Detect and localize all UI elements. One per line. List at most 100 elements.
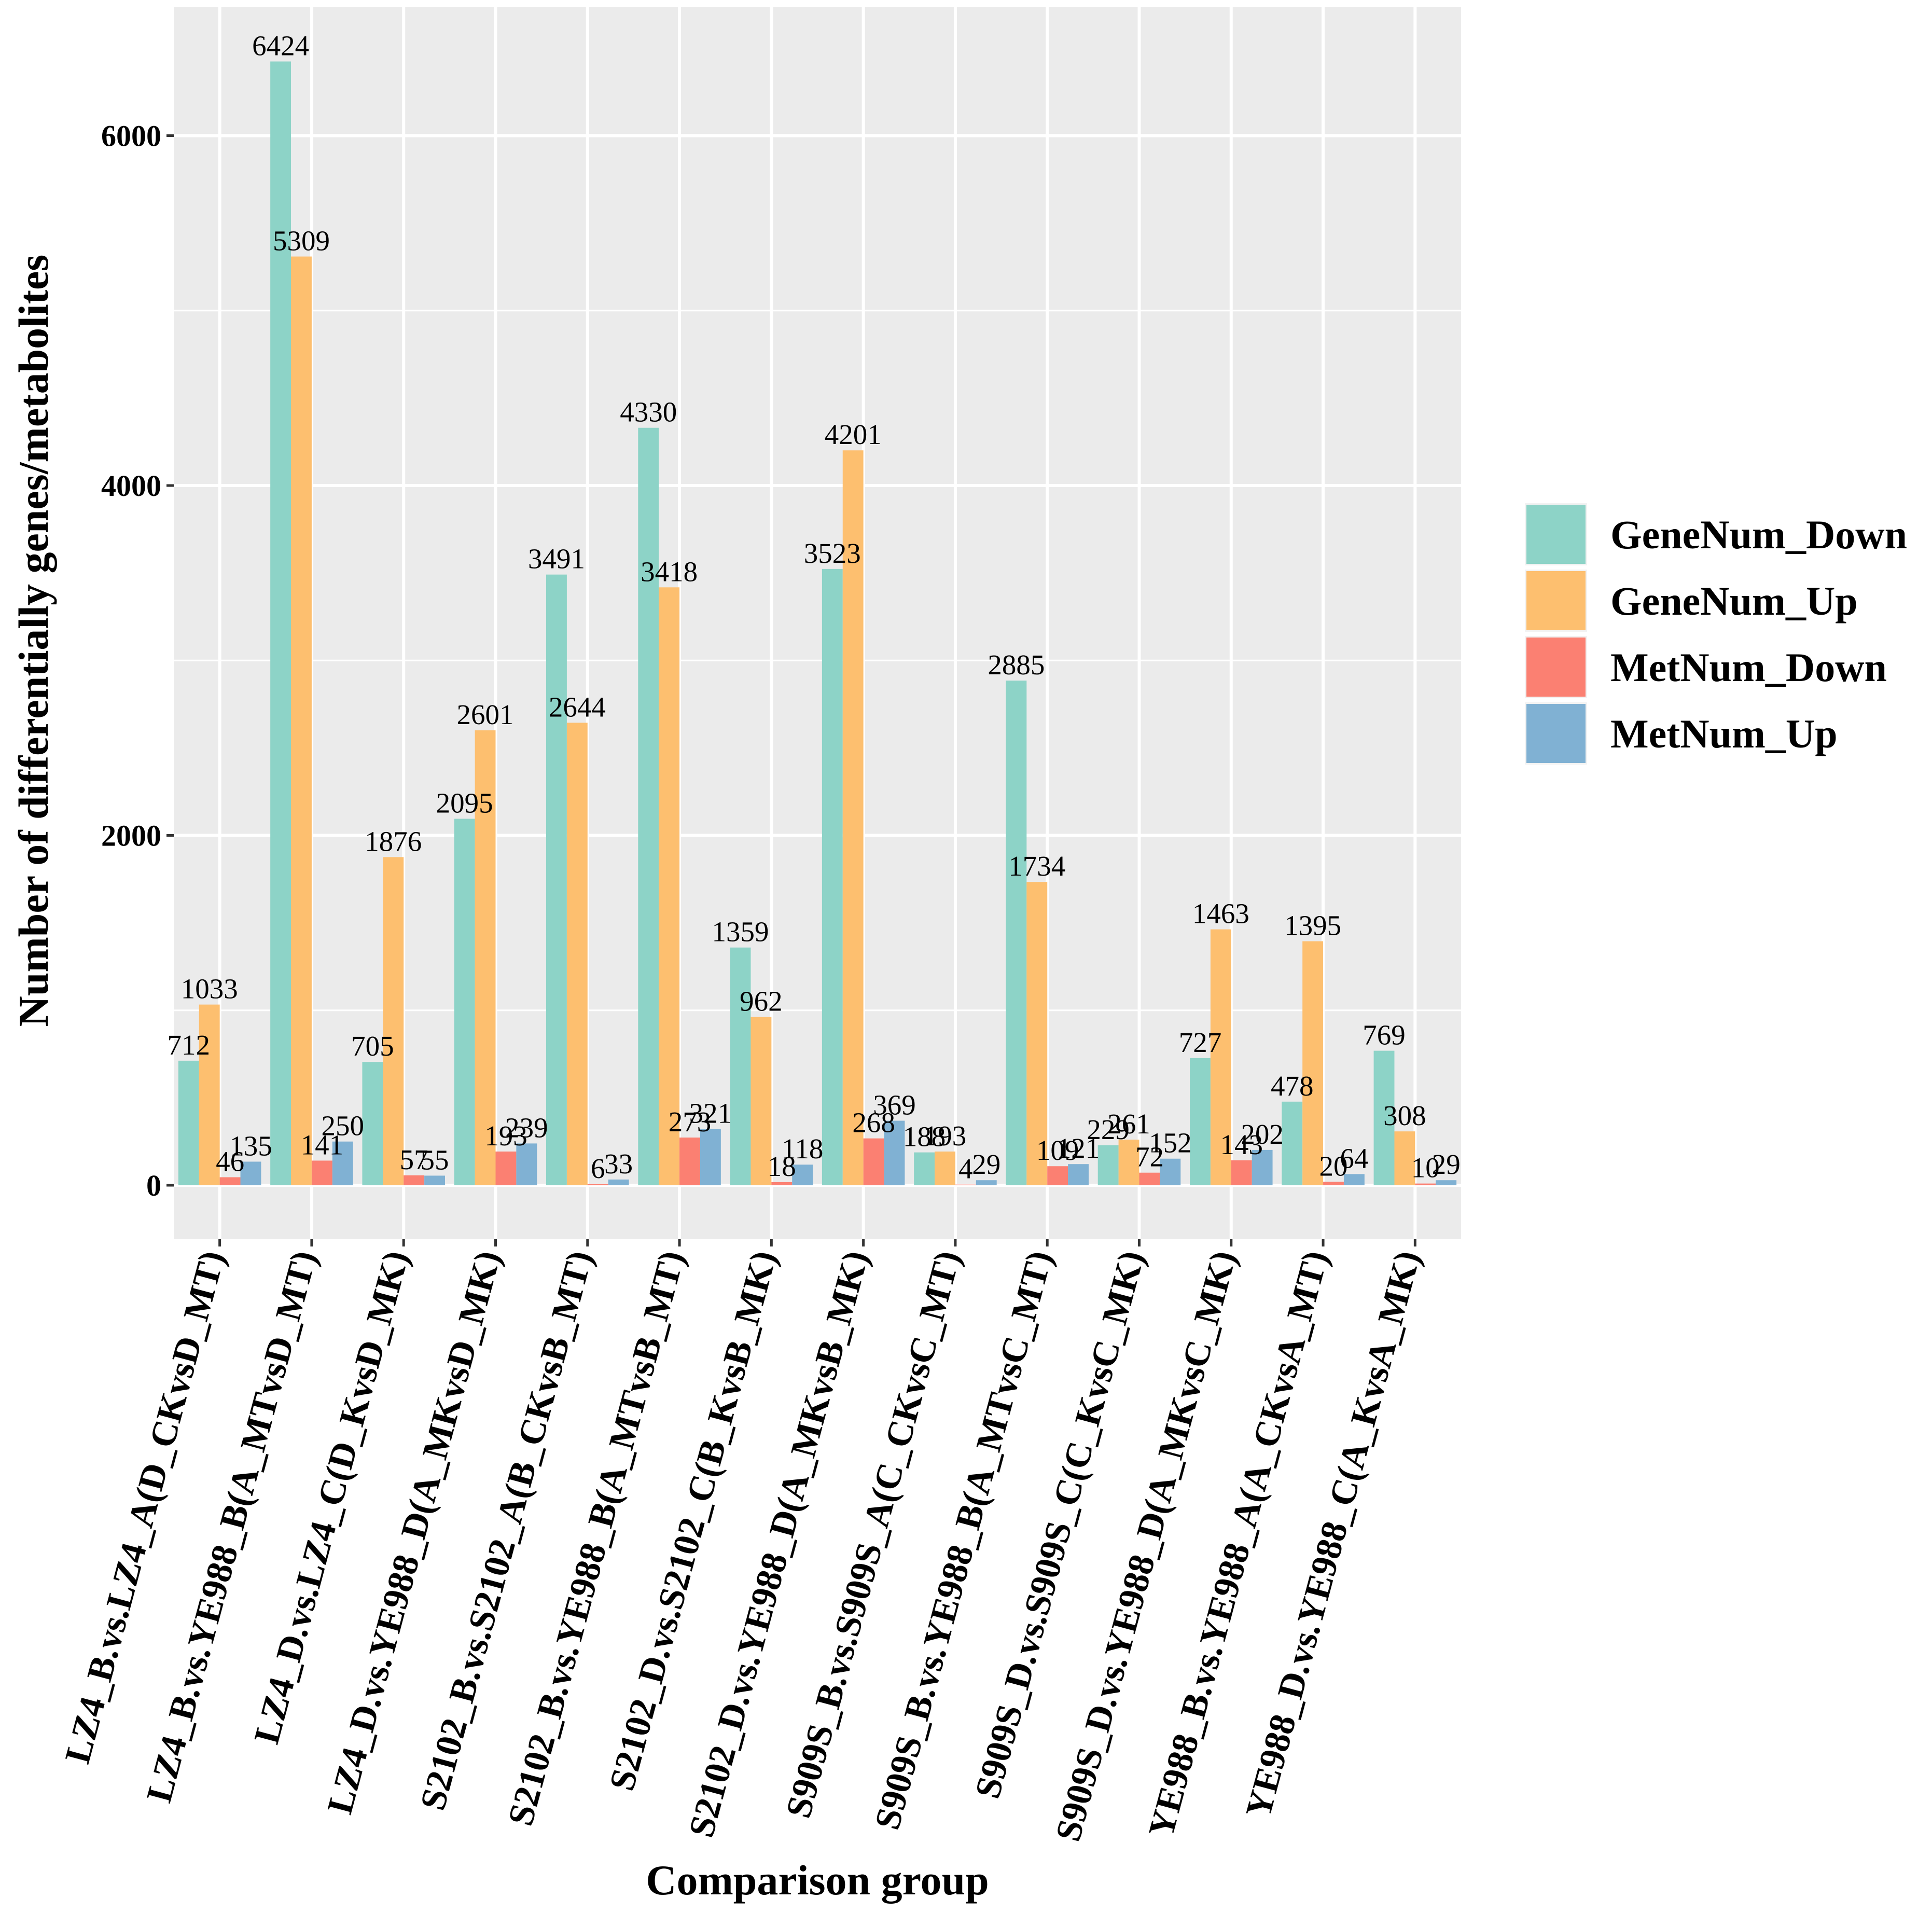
legend-label: GeneNum_Down (1610, 512, 1907, 557)
data-label: 229 (1087, 1114, 1130, 1145)
legend: GeneNum_Down GeneNum_Up MetNum_Down MetNum_… (1525, 503, 1907, 765)
bar-MetNum_Down (219, 1177, 241, 1185)
bar-MetNum_Up (1252, 1149, 1273, 1185)
data-label: 2601 (457, 699, 514, 730)
bar-MetNum_Up (1436, 1180, 1457, 1185)
data-label: 727 (1179, 1027, 1222, 1058)
data-labels: 712 6424 705 2095 3491 4330 1359 3523 188 2885 229… (168, 30, 1461, 1185)
data-label: 10 (1411, 1152, 1440, 1184)
bar-GeneNum_Up (935, 1151, 955, 1185)
data-label: 321 (689, 1098, 732, 1129)
legend-key (1526, 638, 1586, 697)
bar-MetNum_Up (424, 1175, 445, 1185)
bar-GeneNum_Up (199, 1004, 220, 1185)
data-label: 712 (168, 1029, 211, 1061)
bar-GeneNum_Up (383, 857, 404, 1185)
data-label: 2644 (549, 691, 606, 723)
bar-GeneNum_Down (1373, 1050, 1395, 1185)
bar-MetNum_Down (863, 1138, 884, 1185)
bar-GeneNum_Up (750, 1017, 772, 1185)
data-label: 5309 (273, 225, 330, 257)
data-label: 64 (1340, 1142, 1368, 1174)
data-label: 705 (351, 1030, 394, 1062)
bar-MetNum_Down (311, 1160, 332, 1185)
bar-GeneNum_Down (546, 574, 567, 1185)
data-label: 20 (1319, 1150, 1348, 1182)
bar-MetNum_Up (516, 1143, 537, 1185)
data-label: 1463 (1192, 898, 1249, 930)
data-label: 202 (1241, 1118, 1284, 1150)
bar-GeneNum_Down (362, 1062, 383, 1185)
bar-MetNum_Up (1160, 1158, 1181, 1185)
bar-MetNum_Up (1343, 1174, 1365, 1185)
data-label: 109 (1036, 1134, 1079, 1166)
data-label: 152 (1149, 1127, 1192, 1159)
bar-GeneNum_Up (291, 256, 312, 1185)
data-label: 369 (873, 1089, 916, 1121)
data-label: 193 (484, 1120, 527, 1152)
x-axis-title: Comparison group (646, 1856, 989, 1904)
data-label: 6424 (252, 30, 309, 62)
bar-GeneNum_Up (1118, 1139, 1139, 1185)
data-label: 239 (505, 1112, 548, 1143)
bar-GeneNum_Up (475, 730, 496, 1185)
bar-MetNum_Down (1047, 1166, 1068, 1185)
data-label: 135 (229, 1130, 272, 1161)
bar-GeneNum_Down (270, 61, 291, 1185)
data-label: 46 (216, 1145, 244, 1177)
x-tick-label: S909S_D.vs.YE988_D(A_MKvsC_MK) (1048, 1246, 1244, 1845)
data-label: 118 (782, 1133, 823, 1165)
y-axis: 0 2000 4000 6000 (101, 119, 174, 1202)
x-tick-label: YE988_B.vs.YE988_A(A_CKvsA_MT) (1141, 1246, 1336, 1841)
x-tick-label: S2102_D.vs.S2102_C(B_KvsB_MK) (602, 1246, 785, 1795)
data-label: 188 (903, 1121, 946, 1153)
data-label: 250 (322, 1110, 365, 1142)
data-label: 33 (604, 1148, 633, 1180)
data-label: 1359 (712, 916, 769, 948)
x-tick-label: LZ4_B.vs.YE988_B(A_MTvsD_MT) (139, 1246, 325, 1806)
bar-MetNum_Up (608, 1179, 629, 1185)
x-tick-label: S2102_B.vs.S2102_A(B_CKvsB_MT) (413, 1246, 601, 1814)
data-label: 1876 (365, 825, 422, 857)
data-label: 1734 (1008, 850, 1065, 882)
bar-GeneNum_Down (914, 1152, 935, 1185)
data-label: 1395 (1284, 910, 1341, 941)
legend-label: GeneNum_Up (1610, 578, 1858, 624)
bar-MetNum_Down (771, 1182, 793, 1185)
bar-GeneNum_Down (178, 1060, 199, 1185)
bar-MetNum_Down (679, 1137, 700, 1185)
data-label: 268 (852, 1107, 895, 1139)
data-label: 193 (924, 1120, 967, 1152)
x-tick-label: S2102_D.vs.YE988_D(A_MKvsB_MK) (682, 1246, 877, 1841)
data-label: 261 (1107, 1108, 1150, 1140)
legend-key (1526, 505, 1586, 564)
data-label: 6 (591, 1153, 605, 1184)
data-label: 4 (958, 1153, 973, 1185)
legend-key (1526, 571, 1586, 630)
legend-label: MetNum_Up (1610, 711, 1838, 756)
x-tick-label: LZ4_D.vs.YE988_D(A_MKvsD_MK) (320, 1246, 509, 1818)
bar-MetNum_Up (792, 1165, 813, 1185)
bar-MetNum_Down (1323, 1182, 1344, 1185)
y-tick-label: 4000 (101, 469, 161, 503)
data-label: 4201 (825, 419, 882, 450)
x-tick-label: YE988_D.vs.YE988_C(A_KvsA_MK) (1239, 1246, 1428, 1822)
bar-MetNum_Down (587, 1184, 608, 1185)
data-label: 4330 (620, 396, 677, 428)
bar-MetNum_Up (700, 1129, 721, 1185)
bar-MetNum_Up (884, 1120, 905, 1185)
data-label: 57 (400, 1144, 428, 1175)
data-label: 18 (768, 1151, 796, 1182)
data-label: 3523 (804, 537, 861, 569)
bar-GeneNum_Up (1026, 882, 1048, 1185)
data-label: 29 (972, 1148, 1000, 1180)
bars (178, 61, 1457, 1185)
data-label: 3491 (528, 543, 585, 575)
bar-GeneNum_Down (1097, 1145, 1119, 1185)
data-label: 143 (1220, 1129, 1263, 1160)
x-tick-label: S2102_B.vs.YE988_B(A_MTvsB_MT) (501, 1246, 692, 1830)
bar-GeneNum_Down (822, 569, 843, 1185)
data-label: 55 (421, 1144, 449, 1175)
data-label: 2885 (988, 649, 1045, 681)
bar-MetNum_Up (332, 1141, 353, 1185)
